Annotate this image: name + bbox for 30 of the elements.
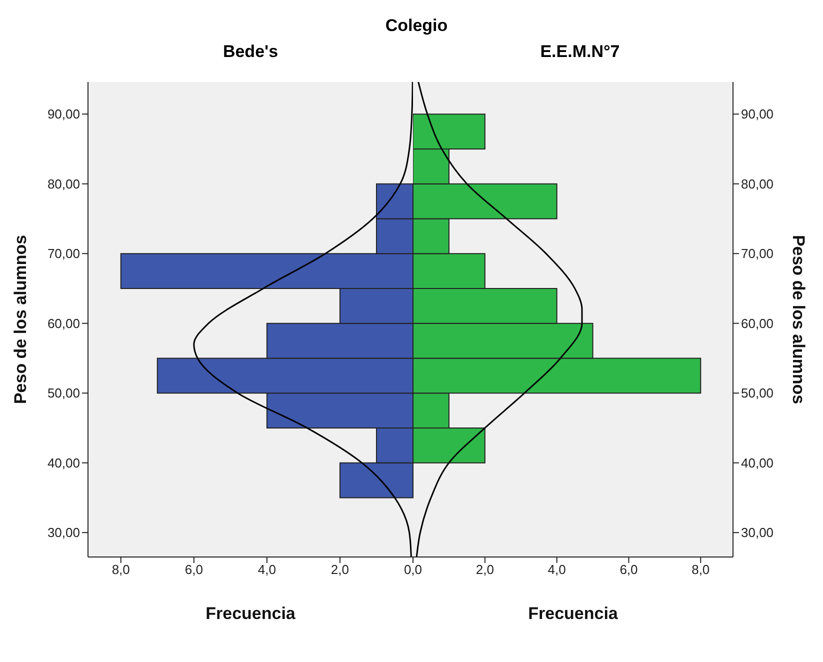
y-tick-label: 50,00 bbox=[47, 386, 80, 401]
y-tick-label: 40,00 bbox=[741, 455, 774, 470]
y-tick-label: 60,00 bbox=[741, 316, 774, 331]
y-tick-label: 70,00 bbox=[47, 246, 80, 262]
y-tick-label: 90,00 bbox=[741, 106, 774, 122]
x-tick-label: 2,0 bbox=[330, 562, 350, 578]
chart-title: Colegio bbox=[385, 16, 448, 35]
x-tick-label: 0,0 bbox=[404, 562, 422, 578]
y-tick-label: 30,00 bbox=[741, 525, 774, 540]
chart-subtitle: E.E.M.N°7 bbox=[540, 42, 620, 61]
x-tick-label: 6,0 bbox=[184, 562, 203, 578]
y-tick-label: 90,00 bbox=[47, 106, 80, 122]
y-tick-label: 40,00 bbox=[47, 455, 80, 470]
y-tick-label: 30,00 bbox=[47, 525, 80, 540]
x-tick-label: 4,0 bbox=[258, 562, 276, 578]
x-axis-title: Frecuencia bbox=[528, 604, 618, 623]
x-tick-label: 6,0 bbox=[620, 562, 638, 578]
y-tick-label: 50,00 bbox=[741, 386, 774, 401]
y-tick-label: 60,00 bbox=[47, 316, 80, 331]
y-axis-title: Peso de los alumnos bbox=[788, 234, 808, 404]
x-tick-label: 2,0 bbox=[476, 562, 494, 578]
x-tick-label: 8,0 bbox=[112, 562, 130, 578]
x-tick-label: 8,0 bbox=[692, 562, 710, 578]
chart-subtitle: Bede's bbox=[222, 42, 278, 61]
x-axis-title: Frecuencia bbox=[206, 604, 296, 623]
y-tick-label: 70,00 bbox=[741, 246, 774, 262]
x-tick-label: 4,0 bbox=[548, 562, 566, 578]
y-tick-label: 80,00 bbox=[741, 176, 774, 192]
y-tick-label: 80,00 bbox=[47, 176, 80, 192]
y-axis-title: Peso de los alumnos bbox=[11, 234, 30, 404]
